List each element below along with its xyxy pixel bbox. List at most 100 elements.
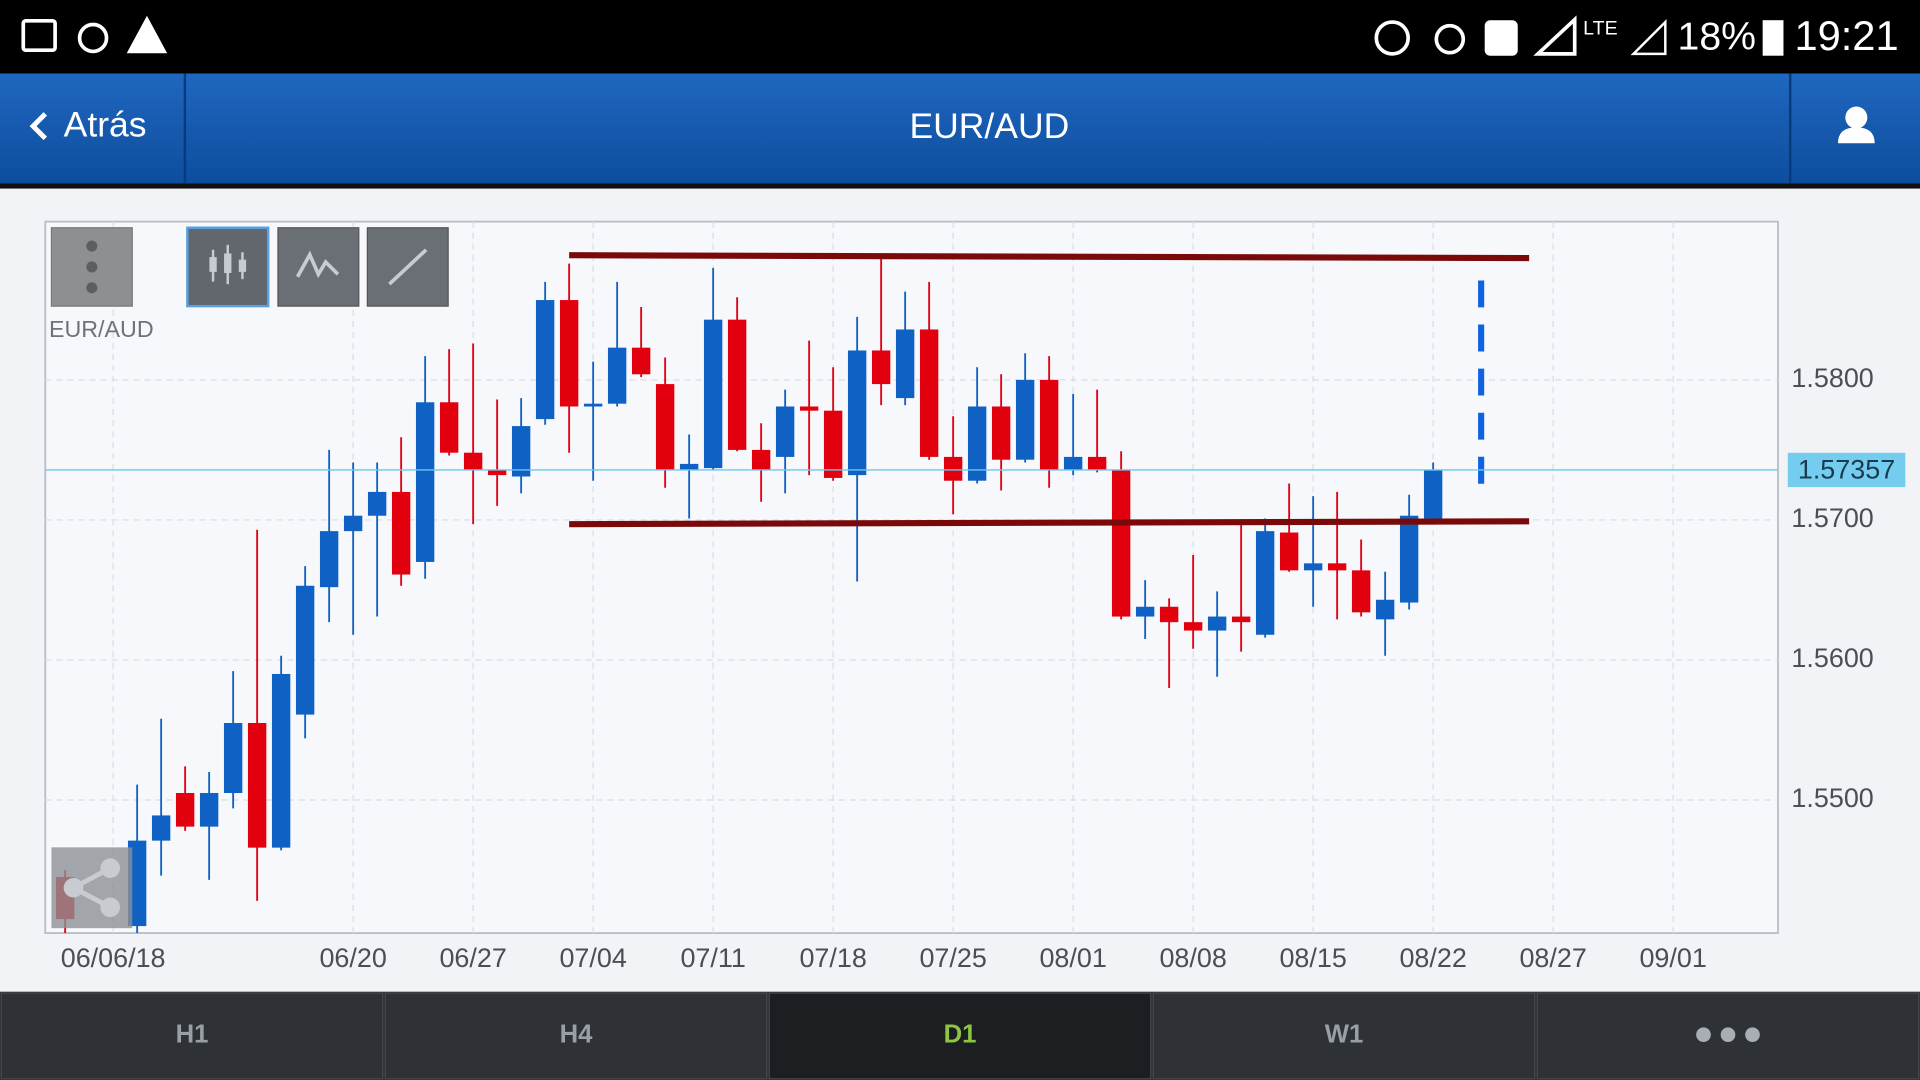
x-tick-label: 06/06/18 (61, 943, 166, 973)
share-icon (100, 858, 120, 878)
candle-body (1207, 616, 1227, 631)
x-tick-label: 08/27 (1519, 943, 1586, 973)
candle-body (271, 673, 291, 848)
candle-body (343, 515, 363, 532)
candle-body (1087, 456, 1107, 470)
x-tick-label: 06/20 (319, 943, 386, 973)
x-tick-label: 07/25 (919, 943, 986, 973)
nav-title: EUR/AUD (909, 106, 1069, 146)
candle-body (247, 722, 267, 848)
y-tick-label: 1.5600 (1791, 643, 1873, 673)
menu-button[interactable] (50, 227, 133, 307)
candles (55, 252, 1530, 934)
tab-bg (0, 992, 384, 1080)
candle-body (823, 410, 843, 478)
candle-body (1351, 570, 1371, 613)
candle-body (1135, 606, 1155, 617)
tab-label[interactable]: H1 (176, 1021, 209, 1049)
candle-body (511, 426, 531, 477)
tab-label[interactable]: H4 (560, 1021, 594, 1049)
tab[interactable]: D1 (768, 992, 1152, 1080)
candle-icon (209, 253, 247, 274)
x-tick-label: 07/11 (680, 943, 745, 973)
trendline (569, 252, 1530, 262)
candle-body (607, 347, 627, 404)
trendline (569, 518, 1530, 528)
more-dot (1745, 1027, 1760, 1043)
candle-body (439, 402, 459, 453)
candle-body (631, 347, 651, 375)
x-tick-label: 08/01 (1039, 943, 1106, 973)
x-tick-label: 09/01 (1639, 943, 1706, 973)
share-icon (100, 897, 120, 918)
candle-body (367, 491, 387, 516)
back-arrow (29, 112, 48, 141)
candle-body (151, 815, 171, 841)
candle-body (1015, 379, 1035, 460)
draw-line-icon (388, 248, 428, 286)
candle-body (1303, 563, 1323, 571)
status-icons-right (1374, 15, 1784, 56)
tab[interactable] (1536, 992, 1920, 1080)
back-button[interactable]: Atrás (29, 105, 147, 145)
candle-body (1399, 515, 1419, 603)
current-price-label: 1.57357 (1798, 454, 1895, 484)
menu-dot (86, 282, 98, 294)
candle-body (679, 463, 699, 470)
candle-body (223, 722, 243, 794)
profile-body (1837, 127, 1875, 144)
candle-body (295, 585, 315, 715)
candle-body (871, 350, 891, 385)
y-tick-label: 1.5800 (1791, 363, 1873, 393)
candle-body (727, 319, 747, 450)
timeframe-tabs: H1 H4 D1 W1 (0, 992, 1920, 1080)
back-label[interactable]: Atrás (64, 105, 147, 145)
x-tick-label: 06/27 (439, 943, 506, 973)
share-button[interactable] (51, 847, 133, 929)
candle-body (535, 300, 555, 420)
candle-body (1111, 469, 1131, 617)
candle-body (1183, 622, 1203, 631)
candle-body (175, 793, 195, 827)
menu-dot (86, 261, 98, 273)
candle-body (1279, 532, 1299, 571)
candle-body (1255, 531, 1275, 635)
candle-body (703, 319, 723, 469)
line-type-button[interactable] (277, 227, 360, 307)
candle-body (559, 300, 579, 407)
x-tick-label: 08/22 (1399, 943, 1466, 973)
candle-body (1063, 456, 1083, 470)
status-bar (0, 0, 1920, 74)
candle-body (895, 329, 915, 399)
candle-body (1159, 606, 1179, 623)
profile-button[interactable] (1837, 106, 1875, 144)
tab[interactable]: H1 (0, 992, 384, 1080)
candle-type-button[interactable] (186, 226, 270, 308)
candle-body (775, 406, 795, 457)
tab-bg (768, 992, 1152, 1080)
candle-body (799, 406, 819, 411)
tab[interactable]: H4 (384, 992, 768, 1080)
axis-labels: 1.5500 1.5600 1.5700 1.5800 06/06/18 06/20 06/… (45, 363, 1906, 973)
candle-body (583, 403, 603, 407)
tab-label[interactable]: D1 (944, 1021, 977, 1049)
candle-body (751, 449, 771, 470)
chart-label: EUR/AUD (49, 316, 154, 342)
line-icon (295, 250, 340, 279)
profile-head (1845, 106, 1868, 129)
x-tick-label: 08/08 (1159, 943, 1226, 973)
draw-line-button[interactable] (366, 227, 449, 307)
candle-body (487, 469, 507, 476)
line-type-bg (277, 227, 360, 307)
nav-bar (0, 73, 1920, 184)
share-icon (63, 877, 84, 898)
tab[interactable]: W1 (1152, 992, 1536, 1080)
tab-label[interactable]: W1 (1325, 1021, 1364, 1049)
candle-body (655, 384, 675, 470)
nav-shadow (0, 183, 1920, 189)
menu-dot (86, 240, 98, 252)
network-label: LTE (1583, 18, 1617, 40)
candle-body (1231, 616, 1251, 623)
